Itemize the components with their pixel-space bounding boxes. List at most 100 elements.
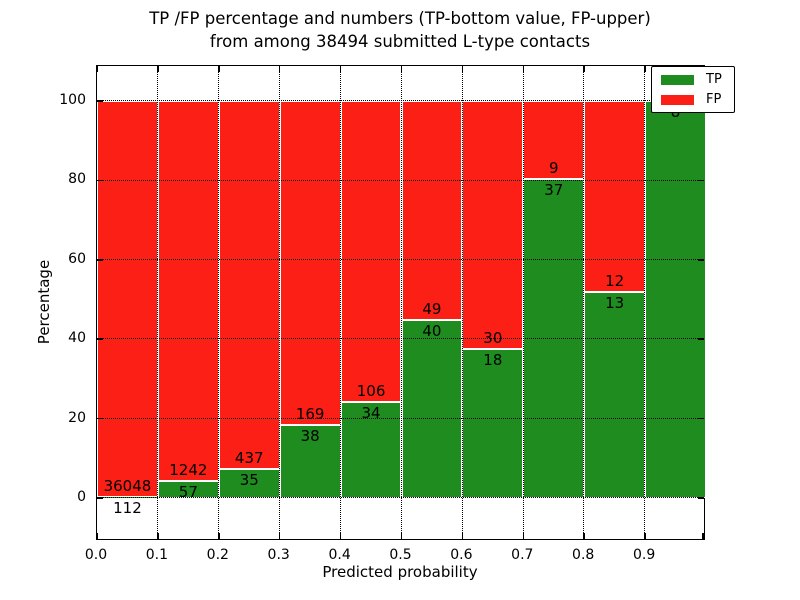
- gridline-horizontal: [97, 417, 704, 419]
- legend-label-tp: TP: [706, 72, 722, 87]
- bar-segment-fp: [97, 101, 158, 497]
- bar-label-tp: 18: [483, 351, 503, 370]
- x-tick-label: 0.5: [389, 547, 412, 563]
- bar-label-fp: 106: [356, 381, 386, 400]
- gridline-horizontal: [97, 259, 704, 261]
- x-tick-mark: [400, 66, 403, 72]
- bar-segment-tp: [584, 291, 646, 498]
- x-tick-mark: [339, 66, 342, 72]
- y-tick-mark: [698, 497, 704, 499]
- x-axis-label: Predicted probability: [322, 563, 478, 581]
- bar-segment-fp: [462, 101, 524, 350]
- chart-title-line2: from among 38494 submitted L-type contac…: [209, 32, 591, 51]
- x-tick-mark: [339, 533, 342, 539]
- bar-segment-tp: [401, 319, 463, 498]
- y-tick-label: 80: [68, 171, 86, 188]
- bar-segment-tp: [645, 101, 706, 498]
- bar-label-fp: 49: [422, 299, 442, 318]
- x-tick-mark: [461, 66, 464, 72]
- y-tick-mark: [698, 259, 704, 261]
- y-tick-mark: [97, 417, 103, 420]
- gridline-vertical: [157, 66, 159, 539]
- x-tick-label: 0.6: [450, 547, 473, 563]
- legend-label-fp: FP: [706, 92, 722, 107]
- bar-segment-fp: [279, 101, 341, 426]
- gridline-horizontal: [97, 497, 704, 499]
- bar-segment-fp: [401, 101, 463, 320]
- y-tick-label: 60: [68, 250, 86, 267]
- y-tick-mark: [97, 497, 103, 499]
- bar-label-tp: 13: [605, 293, 625, 312]
- y-axis-label: Percentage: [35, 259, 53, 345]
- x-tick-mark: [400, 533, 403, 539]
- gridline-vertical: [644, 66, 646, 539]
- y-tick-mark: [97, 100, 103, 102]
- bar-segment-fp: [584, 101, 646, 292]
- bar-segment-tp: [462, 349, 524, 498]
- bar-label-fp: 9: [548, 158, 559, 177]
- x-tick-mark: [218, 66, 220, 72]
- y-tick-mark: [698, 417, 704, 420]
- x-tick-label: 0.8: [572, 547, 595, 563]
- bar-segment-fp: [157, 101, 219, 481]
- legend-swatch-tp-icon: [661, 74, 694, 85]
- bar-label-fp: 30: [483, 329, 503, 348]
- y-tick-label: 0: [77, 489, 86, 505]
- gridline-vertical: [583, 66, 585, 539]
- x-tick-mark: [461, 533, 464, 539]
- gridline-horizontal: [97, 179, 704, 181]
- x-tick-label: 0.1: [145, 547, 169, 563]
- bar-label-tp: 38: [300, 427, 320, 446]
- y-tick-label: 40: [68, 330, 86, 347]
- x-tick-label: 0.4: [328, 547, 351, 563]
- bar-segment-tp: [218, 468, 280, 498]
- bar-label-fp: 12: [605, 271, 625, 290]
- x-tick-mark: [702, 533, 704, 539]
- x-tick-mark: [218, 533, 220, 539]
- legend-item-fp: FP: [661, 93, 722, 106]
- x-tick-mark: [522, 66, 525, 72]
- x-tick-label: 0.2: [206, 547, 229, 563]
- plot-area: 36048 112 1242 57 437 35 169 38 106 34 49 40 30 18 9 37…: [96, 65, 706, 540]
- chart-title-line1: TP /FP percentage and numbers (TP-bottom…: [149, 9, 651, 28]
- y-tick-mark: [698, 179, 704, 182]
- bar-label-tp: 40: [422, 321, 442, 340]
- gridline-vertical: [218, 66, 220, 539]
- x-tick-mark: [157, 66, 159, 72]
- bar-label-tp: 112: [113, 498, 142, 517]
- y-tick-mark: [97, 179, 103, 182]
- gridline-vertical: [278, 66, 280, 539]
- y-tick-mark: [698, 338, 704, 340]
- gridline-vertical: [522, 66, 524, 539]
- x-tick-mark: [644, 533, 646, 539]
- bar-label-fp: 1242: [169, 460, 208, 479]
- x-tick-label: 0.0: [84, 547, 108, 563]
- bar-label-tp: 35: [239, 470, 259, 489]
- gridline-horizontal: [97, 338, 704, 340]
- y-tick-mark: [97, 338, 103, 340]
- bar-segment-tp: [340, 401, 402, 498]
- bar-label-fp: 437: [234, 448, 264, 467]
- y-tick-mark: [97, 259, 103, 261]
- x-tick-mark: [96, 533, 98, 539]
- x-tick-mark: [644, 66, 646, 72]
- x-tick-mark: [96, 66, 98, 72]
- x-tick-label: 0.3: [267, 547, 290, 563]
- gridline-horizontal: [97, 100, 704, 102]
- bar-label-tp: 34: [361, 403, 381, 422]
- bar-segment-fp: [340, 101, 402, 402]
- bar-label-fp: 169: [295, 405, 325, 424]
- x-tick-mark: [157, 533, 159, 539]
- x-tick-mark: [583, 533, 585, 539]
- bar-label-tp: 37: [544, 180, 564, 199]
- x-tick-mark: [278, 533, 281, 539]
- x-tick-mark: [522, 533, 525, 539]
- legend-swatch-fp-icon: [661, 94, 694, 105]
- x-tick-label: 0.7: [511, 547, 534, 563]
- gridline-vertical: [461, 66, 463, 539]
- legend-item-tp: TP: [661, 73, 722, 86]
- bar-segment-fp: [523, 101, 585, 179]
- y-tick-label: 20: [68, 409, 86, 426]
- gridline-vertical: [400, 66, 402, 539]
